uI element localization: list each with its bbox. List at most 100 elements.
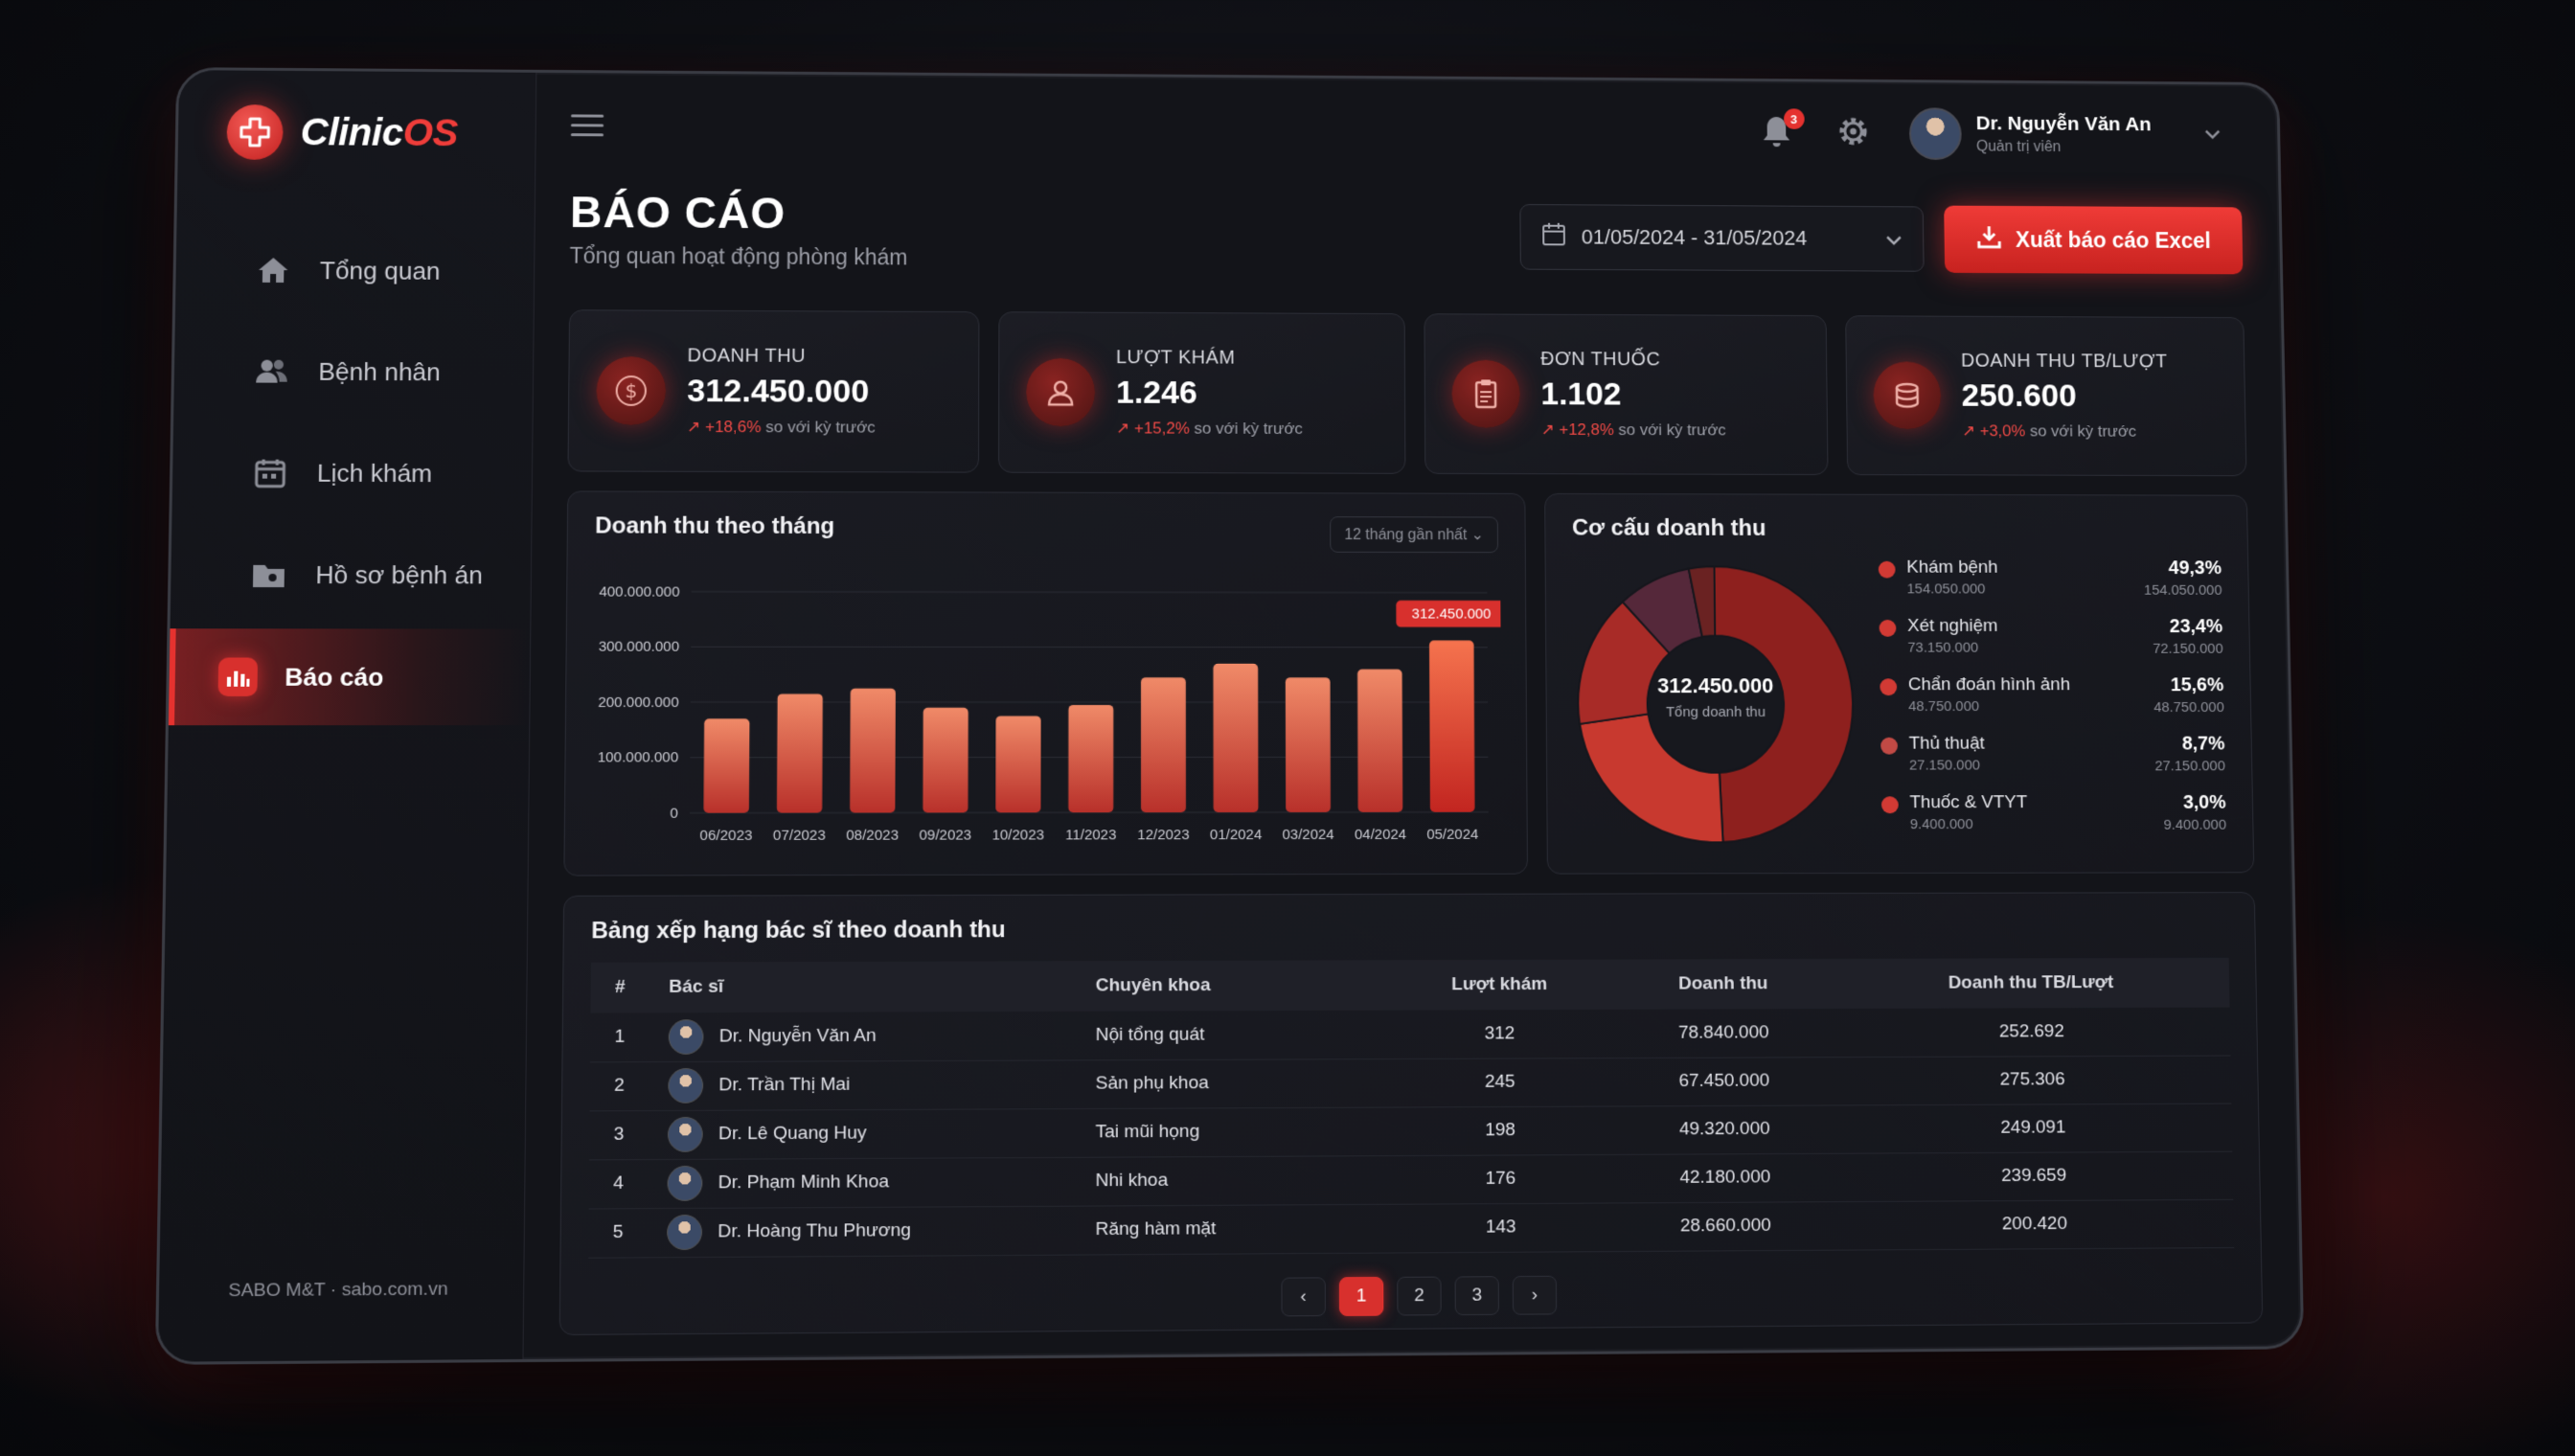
home-icon [254,251,293,289]
menu-icon[interactable] [571,104,604,146]
col-visits: Lượt khám [1384,960,1615,1011]
range-select[interactable]: 12 tháng gần nhất ⌄ [1330,516,1498,553]
cell-revenue: 67.450.000 [1615,1057,1834,1105]
sidebar-item-label: Tổng quan [320,256,441,285]
legend-amount-right: 72.150.000 [2153,641,2223,657]
x-tick-label: 04/2024 [1355,827,1406,843]
x-tick-label: 11/2023 [1065,827,1116,843]
col-avg-revenue: Doanh thu TB/Lượt [1832,958,2230,1009]
cell-revenue: 49.320.000 [1615,1104,1834,1153]
svg-text:312.450.000: 312.450.000 [1412,606,1492,623]
user-icon [1026,358,1095,427]
export-excel-button[interactable]: Xuất báo cáo Excel [1945,206,2244,275]
x-tick-label: 08/2023 [846,828,899,844]
cell-rank: 1 [590,1012,649,1061]
sidebar-nav: Tổng quan Bệnh nhân Lịch khám Hồ sơ bệnh… [169,222,535,725]
cell-visits: 143 [1385,1202,1617,1252]
sidebar-item-ho-so-benh-an[interactable]: Hồ sơ bệnh án [171,527,532,624]
legend-name: Chẩn đoán hình ảnh [1908,674,2070,695]
sidebar-item-benh-nhan[interactable]: Bệnh nhân [173,323,533,420]
avatar [667,1215,702,1250]
calendar-icon [1541,222,1566,252]
legend-item: Thủ thuật 27.150.000 8,7% 27.150.000 [1880,734,2225,793]
cell-revenue: 42.180.000 [1616,1153,1834,1203]
legend-percent: 8,7% [2154,734,2225,756]
doctor-name: Dr. Phạm Minh Khoa [718,1172,890,1194]
bar[interactable] [995,716,1040,812]
x-tick-label: 10/2023 [992,827,1045,843]
logo-cross-icon [226,104,284,160]
legend-dot [1880,738,1898,755]
kpi-card-avg-revenue: DOANH THU TB/LƯỢT 250.600 ↗ +3,0% so với… [1845,315,2246,476]
x-tick-label: 03/2024 [1283,827,1334,843]
cell-avg-revenue: 275.306 [1833,1056,2231,1105]
date-range-picker[interactable]: 01/05/2024 - 31/05/2024 [1520,204,1925,272]
kpi-row: $ DOANH THU 312.450.000 ↗ +18,6% so với … [567,309,2246,476]
doctor-ranking-panel: Bảng xếp hạng bác sĩ theo doanh thu # Bá… [559,892,2264,1335]
cell-specialty: Răng hàm mặt [1076,1204,1385,1255]
legend-name: Xét nghiệm [1907,616,1998,637]
cell-doctor: Dr. Phạm Minh Khoa [648,1157,1076,1208]
cell-doctor: Dr. Nguyễn Văn An [649,1012,1076,1061]
avatar [669,1019,704,1055]
cell-rank: 2 [590,1061,649,1110]
bar[interactable] [923,708,968,813]
folder-icon [249,556,288,594]
bar[interactable] [1141,677,1186,812]
legend-amount: 154.050.000 [1906,581,1998,598]
sidebar-item-tong-quan[interactable]: Tổng quan [175,222,535,319]
gridline [691,647,1487,648]
avatar [667,1166,702,1201]
sidebar-item-bao-cao[interactable]: Báo cáo [169,628,530,725]
bar[interactable] [703,718,749,812]
prev-page-button[interactable]: ‹ [1281,1277,1325,1316]
bar[interactable] [1286,677,1331,812]
export-label: Xuất báo cáo Excel [2016,227,2211,253]
pagination: ‹ 1 2 3 › [588,1271,2236,1321]
sidebar-item-label: Báo cáo [285,662,384,692]
kpi-card-visits: LƯỢT KHÁM 1.246 ↗ +15,2% so với kỳ trước [998,311,1405,474]
monthly-revenue-panel: Doanh thu theo tháng 12 tháng gần nhất ⌄… [563,490,1528,876]
cell-rank: 5 [588,1208,648,1258]
cell-rank: 3 [589,1110,649,1159]
table-row[interactable]: 1 Dr. Nguyễn Văn An Nội tổng quát 312 78.840… [590,1008,2230,1062]
chevron-down-icon [2203,126,2222,145]
table-row[interactable]: 3 Dr. Lê Quang Huy Tai mũi họng 198 49.320.0… [589,1103,2232,1160]
revenue-structure-panel: Cơ cấu doanh thu 312.450.000 Tổng doanh … [1544,493,2254,875]
x-tick-label: 01/2024 [1210,827,1262,843]
legend-name: Thủ thuật [1909,734,1985,755]
legend-amount: 48.750.000 [1908,698,2070,715]
bar[interactable] [1357,670,1402,812]
legend-amount-right: 154.050.000 [2144,582,2222,599]
kpi-label: DOANH THU TB/LƯỢT [1961,351,2168,373]
page-title: BÁO CÁO [570,186,908,239]
donut-center-label: Tổng doanh thu [1573,704,1857,720]
page-button-3[interactable]: 3 [1455,1276,1499,1315]
x-tick-label: 09/2023 [919,827,971,843]
x-tick-label: 05/2024 [1426,827,1478,843]
bar[interactable] [850,689,896,813]
gridline [692,592,1488,593]
bar[interactable] [1068,705,1113,812]
cell-visits: 198 [1384,1105,1615,1155]
user-menu[interactable]: Dr. Nguyễn Văn An Quản trị viên [1908,107,2222,161]
chart-icon [218,658,258,696]
page-button-2[interactable]: 2 [1397,1276,1441,1315]
page-button-1[interactable]: 1 [1339,1276,1383,1315]
bar[interactable] [1429,641,1475,812]
bar[interactable] [777,694,823,812]
legend-dot [1880,620,1897,637]
doctor-ranking-table: # Bác sĩ Chuyên khoa Lượt khám Doanh thu… [588,958,2234,1258]
bar[interactable] [1213,664,1258,812]
gear-icon[interactable] [1835,114,1870,152]
page-subtitle: Tổng quan hoạt động phòng khám [569,243,907,271]
col-specialty: Chuyên khoa [1076,960,1384,1011]
next-page-button[interactable]: › [1513,1275,1557,1314]
kpi-label: LƯỢT KHÁM [1116,347,1303,369]
bell-icon[interactable]: 3 [1759,114,1797,151]
table-row[interactable]: 2 Dr. Trần Thị Mai Sản phụ khoa 245 67.450.0… [590,1056,2232,1111]
logo[interactable]: ClinicOS [177,89,536,176]
table-row[interactable]: 5 Dr. Hoàng Thu Phương Răng hàm mặt 143 28.6… [588,1199,2234,1258]
sidebar-item-lich-kham[interactable]: Lịch khám [171,424,532,521]
cell-avg-revenue: 249.091 [1834,1103,2233,1153]
